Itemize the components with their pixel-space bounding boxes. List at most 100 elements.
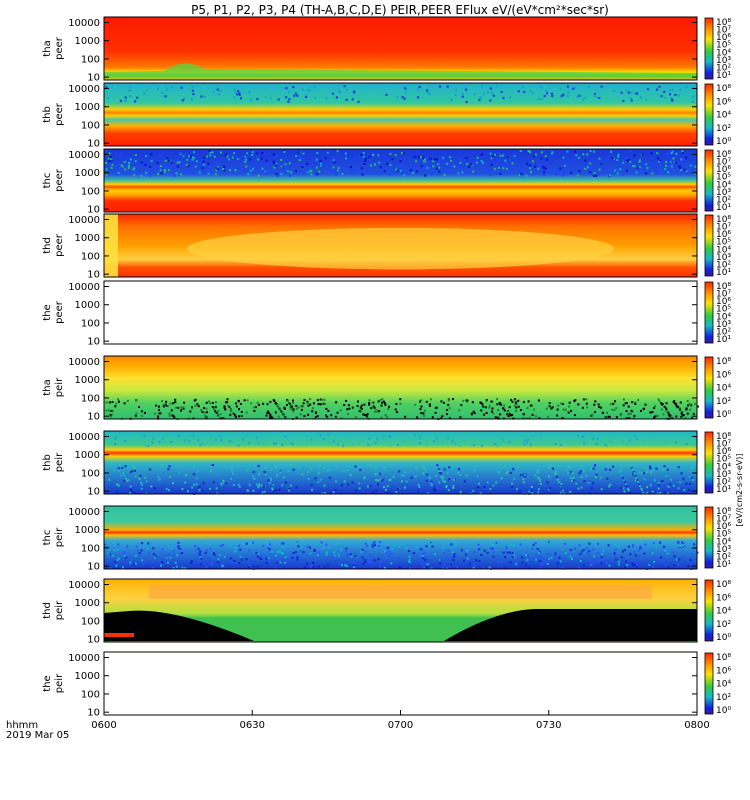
noise-pixel — [169, 557, 172, 560]
noise-pixel — [676, 406, 679, 409]
noise-pixel — [668, 415, 671, 417]
noise-pixel — [582, 398, 585, 401]
noise-pixel — [567, 466, 570, 469]
noise-pixel — [617, 563, 620, 566]
noise-pixel — [403, 156, 406, 158]
noise-pixel — [360, 404, 363, 407]
noise-pixel — [175, 465, 178, 468]
noise-pixel — [685, 170, 688, 173]
noise-pixel — [622, 99, 625, 102]
noise-pixel — [446, 472, 449, 475]
noise-pixel — [442, 401, 445, 404]
noise-pixel — [275, 172, 278, 175]
noise-pixel — [312, 407, 314, 410]
noise-pixel — [108, 152, 111, 155]
noise-pixel — [653, 407, 656, 409]
noise-pixel — [574, 96, 577, 99]
noise-pixel — [468, 562, 471, 565]
noise-pixel — [274, 411, 277, 414]
noise-pixel — [151, 567, 154, 570]
noise-pixel — [198, 562, 200, 565]
noise-pixel — [315, 416, 318, 418]
colorbar-tick-label: 10⁴ — [716, 462, 731, 472]
noise-pixel — [526, 407, 529, 409]
noise-pixel — [677, 466, 680, 469]
noise-pixel — [689, 164, 692, 167]
noise-pixel — [227, 404, 230, 407]
noise-pixel — [164, 95, 167, 98]
noise-pixel — [563, 169, 566, 172]
noise-pixel — [629, 160, 632, 163]
noise-pixel — [295, 407, 298, 410]
noise-pixel — [268, 482, 271, 484]
noise-pixel — [108, 401, 111, 404]
noise-pixel — [453, 555, 456, 558]
noise-pixel — [232, 561, 235, 564]
noise-pixel — [238, 485, 241, 488]
spectrogram-image — [104, 356, 697, 419]
noise-pixel — [434, 553, 436, 556]
noise-pixel — [275, 163, 278, 166]
panel-label: peir — [54, 527, 65, 547]
noise-pixel — [484, 406, 487, 409]
noise-pixel — [276, 561, 279, 564]
noise-pixel — [371, 543, 374, 546]
noise-pixel — [160, 464, 163, 467]
noise-pixel — [200, 409, 203, 411]
noise-pixel — [491, 547, 494, 550]
noise-pixel — [175, 565, 178, 568]
noise-pixel — [539, 482, 542, 485]
noise-pixel — [669, 416, 672, 419]
noise-pixel — [476, 156, 479, 159]
noise-pixel — [145, 468, 148, 471]
noise-pixel — [632, 545, 634, 548]
noise-pixel — [282, 436, 285, 439]
noise-pixel — [499, 154, 502, 157]
noise-pixel — [694, 157, 697, 159]
noise-pixel — [435, 475, 438, 478]
noise-pixel — [489, 174, 492, 177]
noise-pixel — [310, 173, 313, 176]
noise-pixel — [679, 167, 682, 169]
noise-pixel — [680, 415, 683, 418]
noise-pixel — [182, 406, 185, 409]
noise-pixel — [368, 560, 371, 563]
noise-pixel — [665, 161, 667, 163]
noise-pixel — [215, 487, 218, 490]
noise-pixel — [269, 414, 272, 417]
noise-pixel — [496, 417, 499, 420]
noise-pixel — [317, 565, 320, 568]
noise-pixel — [468, 559, 471, 561]
noise-pixel — [223, 169, 226, 172]
noise-pixel — [246, 399, 249, 402]
noise-pixel — [378, 472, 381, 475]
y-tick-label: 100 — [81, 186, 100, 197]
noise-pixel — [408, 555, 411, 558]
noise-pixel — [465, 399, 467, 402]
noise-pixel — [517, 399, 520, 402]
noise-pixel — [600, 556, 603, 559]
noise-pixel — [489, 488, 492, 491]
noise-pixel — [317, 439, 320, 442]
noise-pixel — [671, 150, 674, 153]
noise-pixel — [377, 558, 380, 561]
noise-pixel — [620, 414, 622, 417]
noise-pixel — [600, 406, 602, 409]
noise-pixel — [147, 552, 150, 555]
noise-pixel — [542, 166, 545, 168]
noise-pixel — [220, 483, 223, 486]
noise-pixel — [395, 403, 398, 405]
noise-pixel — [536, 471, 539, 474]
noise-pixel — [259, 491, 262, 494]
noise-pixel — [451, 551, 454, 554]
noise-pixel — [594, 556, 597, 559]
noise-pixel — [344, 437, 347, 440]
noise-pixel — [590, 559, 592, 562]
y-tick-label: 10000 — [68, 150, 100, 161]
noise-pixel — [113, 92, 116, 95]
y-tick-label: 10 — [87, 708, 100, 719]
noise-pixel — [127, 479, 130, 482]
noise-pixel — [351, 481, 354, 484]
noise-pixel — [549, 159, 552, 162]
noise-pixel — [261, 100, 264, 103]
